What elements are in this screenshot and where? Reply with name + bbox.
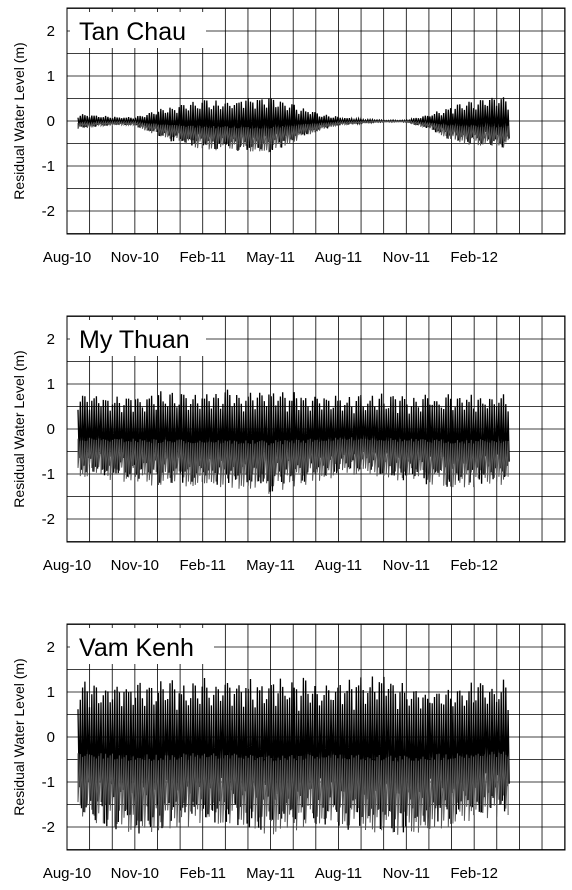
x-tick-label: Aug-10 [43,865,91,882]
x-tick-label: Aug-10 [43,249,91,266]
y-axis-label: Residual Water Level (m) [11,658,27,815]
x-tick-label: Aug-11 [315,557,362,574]
y-tick-label: 1 [47,684,55,701]
x-tick-label: May-11 [246,249,295,266]
y-axis-label: Residual Water Level (m) [11,350,27,507]
x-tick-labels: Aug-10 Nov-10 Feb-11 May-11 Aug-11 Nov-11 Feb-… [43,557,498,574]
panel-title: Vam Kenh [79,634,194,662]
x-tick-label: Feb-12 [450,557,498,574]
x-tick-label: Feb-11 [180,865,226,882]
y-tick-label: -1 [42,158,55,175]
y-tick-label: 2 [47,639,55,656]
y-axis-label: Residual Water Level (m) [11,42,27,199]
x-tick-label: Nov-10 [111,249,159,266]
x-tick-label: Aug-10 [43,557,91,574]
series-lower-band [77,120,509,153]
x-tick-label: Feb-12 [450,865,498,882]
series-line [77,97,510,152]
y-tick-labels: 2 1 0 -1 -2 [42,639,55,836]
title-box [70,12,206,48]
title-box [70,320,206,356]
series-line [77,389,510,492]
residual-signal [77,389,510,494]
x-tick-label: Nov-10 [111,865,159,882]
y-tick-label: -2 [42,203,55,220]
x-tick-label: Aug-11 [315,249,362,266]
plot-frame [66,623,566,851]
x-tick-labels: Aug-10 Nov-10 Feb-11 May-11 Aug-11 Nov-11 Feb-… [43,249,498,266]
y-tick-label: 2 [47,331,55,348]
y-tick-label: 1 [47,68,55,85]
y-tick-label: 1 [47,376,55,393]
x-tick-label: Nov-11 [383,557,430,574]
x-tick-label: Aug-11 [315,865,362,882]
panel-tan-chau: Tan Chau 2 1 0 -1 -2 Aug-10 Nov-10 Feb-11 May-1… [11,7,566,266]
x-tick-label: May-11 [246,557,295,574]
residual-signal [77,676,510,835]
x-tick-labels: Aug-10 Nov-10 Feb-11 May-11 Aug-11 Nov-11 Feb-… [43,865,498,882]
residual-signal [77,97,510,153]
y-tick-label: -2 [42,511,55,528]
y-tick-labels: 2 1 0 -1 -2 [42,23,55,220]
panel-my-thuan: My Thuan 2 1 0 -1 -2 Aug-10 Nov-10 Feb-11 May-1… [11,315,566,574]
series-line [77,676,510,834]
series-lower-band [77,437,509,494]
y-tick-label: 0 [47,113,55,130]
y-tick-label: -1 [42,466,55,483]
title-box [70,628,214,664]
y-tick-label: 2 [47,23,55,40]
series-lower-band [77,751,509,835]
y-tick-label: -1 [42,774,55,791]
x-tick-label: Nov-11 [383,865,430,882]
x-tick-label: Feb-12 [450,249,498,266]
x-tick-label: Nov-11 [383,249,430,266]
panel-title: Tan Chau [79,18,186,46]
y-tick-label: 0 [47,421,55,438]
plot-frame [66,315,566,543]
y-tick-labels: 2 1 0 -1 -2 [42,331,55,528]
x-tick-label: Nov-10 [111,557,159,574]
y-tick-label: -2 [42,819,55,836]
plot-frame [66,7,566,235]
x-tick-label: Feb-11 [180,557,226,574]
panel-vam-kenh: Vam Kenh 2 1 0 -1 -2 Aug-10 Nov-10 Feb-11 May-1… [11,623,566,882]
x-tick-label: Feb-11 [180,249,226,266]
y-tick-label: 0 [47,729,55,746]
panel-title: My Thuan [79,326,190,354]
x-tick-label: May-11 [246,865,295,882]
